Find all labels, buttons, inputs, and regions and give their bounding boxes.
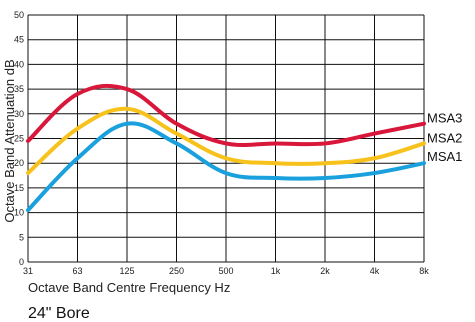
y-tick-label: 30 bbox=[14, 109, 24, 119]
y-tick-label: 10 bbox=[14, 208, 24, 218]
x-tick-label: 4k bbox=[370, 266, 380, 276]
series-lines bbox=[26, 83, 426, 213]
x-tick-label: 125 bbox=[119, 266, 134, 276]
x-tick-labels: 31 63 125 250 500 1k 2k 4k 8k bbox=[23, 266, 429, 276]
y-tick-label: 50 bbox=[14, 10, 24, 20]
series-labels: MSA3 MSA2 MSA1 bbox=[427, 111, 462, 165]
y-axis-label: Octave Band Attenuation dB bbox=[2, 59, 17, 222]
y-tick-label: 40 bbox=[14, 59, 24, 69]
y-tick-label: 20 bbox=[14, 158, 24, 168]
series-line-msa2 bbox=[26, 106, 426, 176]
y-tick-label: 5 bbox=[19, 232, 24, 242]
y-tick-label: 35 bbox=[14, 84, 24, 94]
series-line-msa3 bbox=[26, 83, 426, 148]
x-tick-label: 31 bbox=[23, 266, 33, 276]
x-tick-label: 250 bbox=[169, 266, 184, 276]
y-tick-label: 15 bbox=[14, 183, 24, 193]
x-axis-label: Octave Band Centre Frequency Hz bbox=[28, 280, 230, 295]
series-label-msa1: MSA1 bbox=[427, 149, 462, 164]
y-tick-label: 0 bbox=[19, 257, 24, 267]
chart-caption: 24" Bore bbox=[28, 305, 90, 322]
y-tick-label: 25 bbox=[14, 134, 24, 144]
grid bbox=[27, 14, 425, 263]
y-tick-label: 45 bbox=[14, 35, 24, 45]
series-line-msa1 bbox=[26, 121, 426, 213]
x-tick-label: 63 bbox=[72, 266, 82, 276]
x-tick-label: 8k bbox=[419, 266, 429, 276]
x-tick-label: 500 bbox=[218, 266, 233, 276]
x-tick-label: 2k bbox=[320, 266, 330, 276]
x-tick-label: 1k bbox=[271, 266, 281, 276]
series-label-msa2: MSA2 bbox=[427, 130, 462, 145]
series-label-msa3: MSA3 bbox=[427, 111, 462, 126]
y-tick-labels: 0 5 10 15 20 25 30 35 40 45 50 bbox=[14, 10, 24, 267]
